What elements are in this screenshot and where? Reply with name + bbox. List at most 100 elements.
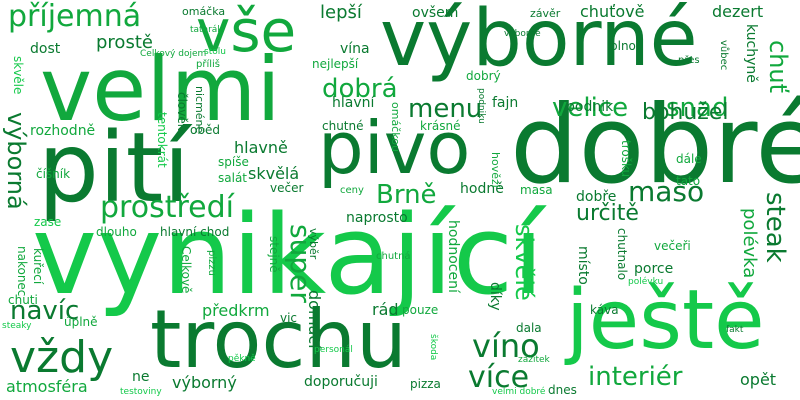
word: salát bbox=[218, 171, 247, 185]
word: menu bbox=[408, 94, 483, 124]
word: pití bbox=[38, 112, 190, 224]
word: číšník bbox=[36, 167, 71, 181]
word: prostě bbox=[96, 32, 153, 53]
word: kuřecí bbox=[31, 248, 45, 285]
word: více bbox=[468, 360, 530, 395]
word: chutné bbox=[322, 119, 364, 133]
word: opět bbox=[740, 370, 777, 389]
word: hodnocení bbox=[445, 220, 461, 293]
word: chuti bbox=[8, 293, 38, 307]
word: kuchyně bbox=[743, 24, 759, 83]
word: příjemná bbox=[8, 0, 142, 34]
word: pizza bbox=[410, 377, 441, 391]
word: dnes bbox=[548, 383, 577, 397]
word: rád bbox=[372, 300, 399, 319]
word: atmosféra bbox=[6, 377, 88, 396]
word: nakonec bbox=[15, 246, 29, 297]
word: přes bbox=[678, 55, 700, 66]
word: vynikající bbox=[32, 191, 544, 319]
word: nejlepší bbox=[312, 57, 359, 71]
word: navíc bbox=[10, 296, 80, 326]
word: oběd bbox=[190, 123, 220, 137]
word: dezert bbox=[712, 2, 764, 21]
word: vína bbox=[340, 41, 370, 57]
word: snad bbox=[666, 93, 729, 123]
word: hovězí bbox=[489, 152, 502, 188]
word: skvěle bbox=[11, 56, 25, 95]
word: úplně bbox=[64, 315, 98, 329]
word: hodně bbox=[460, 181, 504, 197]
word: škoda bbox=[428, 334, 438, 361]
word: naprosto bbox=[346, 210, 408, 226]
word: díky bbox=[487, 282, 503, 311]
word: velice bbox=[552, 93, 629, 123]
word: výborné bbox=[380, 0, 698, 84]
word: polévka bbox=[739, 208, 760, 279]
word: vše bbox=[196, 0, 297, 65]
word: chutná bbox=[376, 251, 411, 262]
word: výběr bbox=[307, 228, 320, 260]
word: zase bbox=[34, 215, 62, 229]
word: doporučuji bbox=[304, 374, 378, 390]
word: chuť bbox=[764, 40, 792, 94]
word: stejně bbox=[267, 236, 281, 273]
word: příliš bbox=[196, 59, 221, 70]
word: domácí bbox=[305, 290, 324, 349]
word: steak bbox=[760, 192, 790, 263]
word: hlavní bbox=[332, 95, 375, 111]
word: Celkový dojem bbox=[140, 49, 207, 59]
word: interiér bbox=[588, 362, 683, 392]
word: super bbox=[284, 224, 317, 303]
word: dost bbox=[30, 41, 61, 57]
word: prostředí bbox=[100, 190, 234, 225]
word: určitě bbox=[576, 201, 639, 226]
word: porce bbox=[634, 261, 674, 277]
word: personál bbox=[314, 345, 353, 355]
word: podniku bbox=[476, 88, 486, 124]
word: velmi bbox=[40, 38, 281, 141]
word: masa bbox=[520, 183, 553, 197]
word: dobrá bbox=[322, 74, 398, 104]
word: trochu bbox=[150, 293, 407, 386]
word: předkrm bbox=[202, 301, 270, 320]
word: bohužel bbox=[642, 100, 729, 125]
word: tatarák bbox=[190, 25, 223, 35]
word: rozhodně bbox=[30, 123, 96, 139]
word: výborná bbox=[2, 112, 30, 210]
word: Brně bbox=[376, 180, 437, 210]
word: ceny bbox=[340, 185, 364, 196]
word: polévku bbox=[628, 277, 664, 287]
word: pěkně bbox=[228, 354, 256, 364]
word: maso bbox=[628, 175, 705, 208]
word: ne bbox=[132, 369, 150, 385]
word: místo bbox=[575, 246, 591, 285]
word: tato bbox=[676, 174, 701, 188]
word: večer bbox=[270, 181, 304, 195]
word: výborný bbox=[172, 373, 237, 392]
word: pizzu bbox=[206, 250, 217, 276]
word: večeři bbox=[654, 239, 691, 253]
word: steaky bbox=[2, 321, 32, 331]
word: skvělá bbox=[248, 164, 300, 183]
word: velmi dobré bbox=[492, 387, 546, 397]
word: výborně bbox=[504, 29, 541, 39]
word: vůbec bbox=[718, 40, 729, 71]
word: dobře bbox=[576, 189, 617, 205]
word: krásné bbox=[420, 119, 461, 133]
word: nicméně bbox=[193, 86, 206, 134]
word: dlouho bbox=[96, 225, 137, 239]
word: dobré bbox=[510, 83, 800, 208]
word: ještě bbox=[566, 273, 765, 368]
word: vic bbox=[280, 311, 298, 325]
word: člověk bbox=[175, 92, 189, 131]
word: víno bbox=[472, 327, 540, 365]
word: spíše bbox=[218, 155, 249, 169]
word: chuťově bbox=[580, 2, 645, 21]
word: tentokrát bbox=[155, 112, 169, 168]
word: dobrý bbox=[466, 69, 501, 83]
word: omáčkou bbox=[389, 102, 402, 152]
word: stolu bbox=[204, 47, 226, 57]
word: Celkově bbox=[179, 246, 193, 294]
word: závěr bbox=[530, 7, 561, 20]
